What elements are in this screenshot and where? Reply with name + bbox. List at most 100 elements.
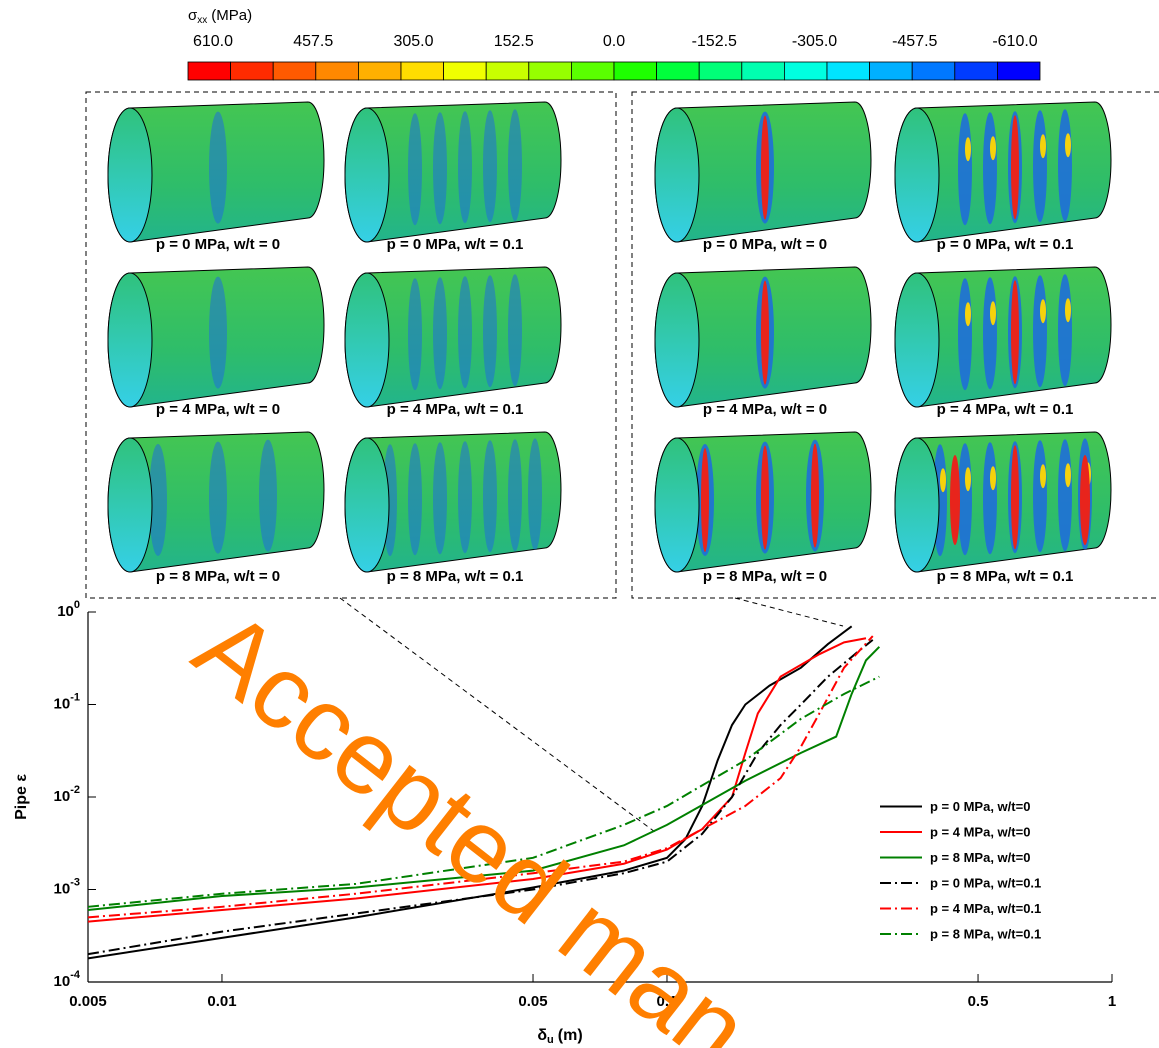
pipe-band-hot — [761, 445, 769, 550]
colorbar-tick-label: -610.0 — [992, 33, 1037, 50]
colorbar-tick-label: 457.5 — [293, 33, 333, 50]
pipe-band-hot — [1080, 455, 1090, 545]
pipe-opening — [344, 437, 390, 573]
colorbar-swatch — [443, 61, 487, 81]
pipe-band — [1033, 440, 1047, 553]
panel-caption: p = 4 MPa, w/t = 0 — [156, 401, 280, 418]
pipe-band — [458, 441, 472, 554]
y-tick-base: 10 — [54, 973, 71, 990]
pipe-bands — [756, 111, 774, 224]
pipe-band — [483, 440, 497, 553]
x-tick-label: 0.005 — [69, 993, 107, 1010]
pipe-band-hot — [1065, 463, 1071, 488]
pipe-band-hot — [940, 468, 946, 493]
y-tick-exponent: -2 — [70, 784, 80, 796]
pipe-opening — [654, 437, 700, 573]
pipe-band — [259, 439, 277, 552]
pipe-band-hot — [1040, 464, 1046, 489]
pipe-opening — [107, 437, 153, 573]
pipe-band — [408, 443, 422, 556]
panel-caption: p = 4 MPa, w/t = 0.1 — [387, 401, 524, 418]
colorbar-swatch — [187, 61, 231, 81]
x-axis-label: δu (m) — [537, 1027, 582, 1046]
legend-label: p = 8 MPa, w/t=0 — [930, 850, 1030, 865]
x-axis-label-subscript: u — [547, 1034, 554, 1046]
pipe-band — [508, 439, 522, 552]
pipe-band-hot — [965, 137, 971, 162]
pipe-bands — [958, 274, 1072, 391]
colorbar-swatch — [272, 61, 317, 81]
pipe — [894, 266, 1112, 408]
pipe-band — [1058, 274, 1072, 387]
pipe-band — [408, 278, 422, 391]
pipe-band — [508, 274, 522, 387]
pipe-band — [983, 277, 997, 390]
pipe-opening — [894, 437, 940, 573]
series-line — [87, 637, 867, 923]
pipe-bands — [408, 109, 522, 226]
pipe-bands — [209, 111, 227, 224]
colorbar-subscript: xx — [197, 15, 207, 26]
colorbar-swatch — [869, 61, 913, 81]
pipe-opening — [654, 107, 700, 243]
pipe-band-hot — [990, 136, 996, 161]
y-tick-label: 10-1 — [54, 691, 80, 712]
pipe-band-hot — [990, 301, 996, 326]
colorbar-tick-label: 610.0 — [193, 33, 233, 50]
pipe-band — [408, 113, 422, 226]
pipe-band — [209, 441, 227, 554]
panel-caption: p = 4 MPa, w/t = 0.1 — [937, 401, 1074, 418]
pipe-band — [149, 444, 167, 556]
y-tick-exponent: -1 — [70, 691, 80, 703]
colorbar-swatch — [315, 61, 359, 81]
legend-label: p = 8 MPa, w/t=0.1 — [930, 926, 1041, 941]
pipe — [654, 266, 872, 408]
panel-caption: p = 0 MPa, w/t = 0.1 — [937, 236, 1074, 253]
y-tick-label: 10-2 — [54, 784, 80, 805]
pipe-opening — [894, 272, 940, 408]
pipe-band — [1058, 109, 1072, 222]
y-tick-exponent: 0 — [74, 599, 80, 611]
pipe-bands — [958, 109, 1072, 226]
pipe — [894, 101, 1112, 243]
colorbar-swatch — [230, 61, 274, 81]
colorbar-swatch — [954, 61, 998, 81]
x-tick-label: 1 — [1108, 993, 1116, 1010]
y-tick-base: 10 — [54, 788, 71, 805]
pipe-band — [508, 109, 522, 222]
pipe — [344, 266, 562, 408]
pipe-band — [958, 443, 972, 556]
colorbar-label: σxx (MPa) — [188, 7, 252, 26]
pipe — [107, 431, 325, 573]
pipe — [654, 101, 872, 243]
y-tick-exponent: -3 — [70, 876, 80, 888]
pipe-band — [458, 276, 472, 389]
pipe-band — [528, 438, 542, 551]
pipe-bands — [383, 438, 542, 557]
zoom-line — [339, 597, 656, 833]
pipe-band-hot — [965, 302, 971, 327]
pipe — [894, 431, 1112, 573]
pipe — [107, 266, 325, 408]
colorbar-swatch — [698, 61, 743, 81]
pipe-bands — [209, 276, 227, 389]
series-line — [87, 635, 874, 919]
colorbar-swatch — [784, 61, 828, 81]
pipe-band — [209, 111, 227, 224]
pipe-band — [209, 276, 227, 389]
panel-caption: p = 4 MPa, w/t = 0 — [703, 401, 827, 418]
colorbar-tick-label: 152.5 — [494, 33, 534, 50]
colorbar-tick-label: 0.0 — [603, 33, 625, 50]
x-tick-label: 0.05 — [518, 993, 547, 1010]
pipe-band — [483, 275, 497, 388]
x-tick-label: 0.01 — [207, 993, 236, 1010]
pipe-opening — [654, 272, 700, 408]
panel-caption: p = 8 MPa, w/t = 0 — [156, 568, 280, 585]
pipe-band — [1033, 275, 1047, 388]
pipe-band — [433, 442, 447, 555]
pipe-band — [958, 113, 972, 226]
legend-label: p = 0 MPa, w/t=0 — [930, 799, 1030, 814]
pipe-panels — [85, 91, 1159, 833]
chart: 0.005 0.01 0.05 0.1 0.5 110-410-310-210-1100δ… — [13, 599, 1116, 1046]
